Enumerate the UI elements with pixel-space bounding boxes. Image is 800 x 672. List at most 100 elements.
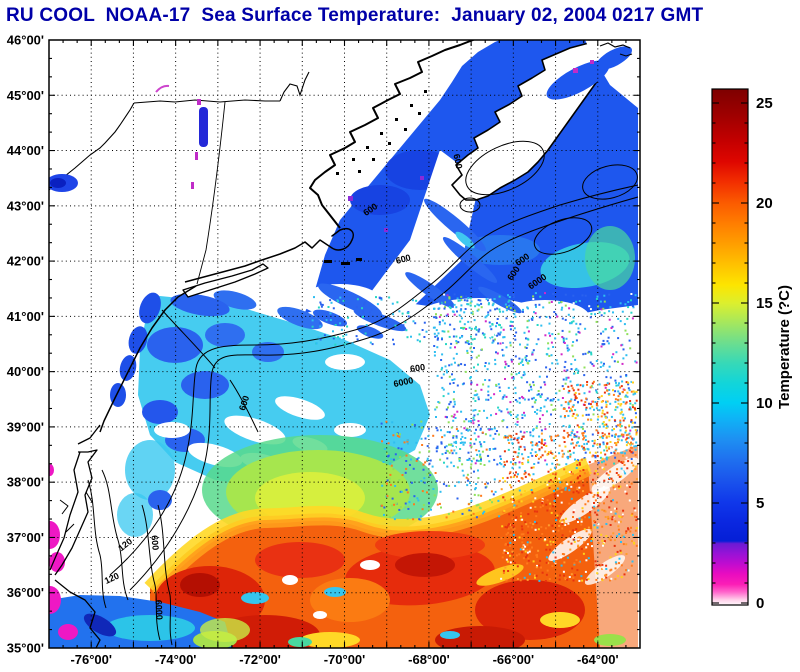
speckle-dot — [453, 403, 456, 406]
speckle-dot — [570, 429, 573, 432]
speckle-dot — [536, 408, 539, 411]
speckle-dot — [512, 376, 515, 379]
speckle-dot — [572, 294, 575, 297]
speckle-dot — [455, 440, 457, 443]
speckle-dot — [500, 458, 502, 460]
speckle-dot — [478, 410, 481, 412]
speckle-dot — [520, 376, 523, 379]
speckle-dot — [543, 439, 546, 441]
speckle-dot — [515, 471, 517, 474]
speckle-dot — [410, 335, 412, 338]
speckle-dot — [604, 386, 607, 389]
speckle-dot — [596, 484, 599, 487]
speckle-dot — [523, 414, 526, 417]
speckle-dot — [574, 369, 577, 371]
speckle-dot — [608, 435, 611, 438]
speckle-dot — [450, 363, 453, 366]
speckle-dot — [523, 576, 526, 579]
speckle-dot — [531, 444, 534, 447]
speckle-dot — [323, 334, 326, 337]
speckle-dot — [608, 318, 611, 321]
speckle-dot — [398, 435, 401, 438]
speckle-dot — [495, 430, 498, 432]
speckle-dot — [496, 318, 499, 320]
speckle-dot — [445, 445, 448, 448]
speckle-dot — [315, 342, 318, 345]
speckle-dot — [510, 438, 513, 441]
speckle-dot — [444, 415, 447, 418]
speckle-dot — [579, 384, 582, 387]
speckle-dot — [491, 341, 494, 344]
speckle-dot — [492, 437, 495, 440]
speckle-dot — [469, 438, 472, 441]
speckle-dot — [522, 308, 524, 311]
speckle-dot — [429, 471, 432, 474]
speckle-dot — [572, 491, 575, 494]
speckle-dot — [574, 531, 577, 534]
speckle-dot — [628, 339, 631, 342]
speckle-dot — [497, 499, 500, 502]
speckle-dot — [596, 572, 599, 575]
speckle-dot — [453, 339, 456, 342]
speckle-dot — [503, 461, 506, 464]
speckle-dot — [568, 471, 571, 473]
speckle-dot — [521, 413, 524, 416]
speckle-dot — [603, 312, 606, 315]
speckle-dot — [587, 413, 590, 416]
speckle-dot — [536, 554, 538, 557]
speckle-dot — [620, 344, 623, 347]
speckle-dot — [405, 329, 408, 332]
speckle-dot — [569, 380, 572, 383]
speckle-dot — [509, 471, 512, 474]
speckle-dot — [562, 510, 565, 513]
speckle-dot — [558, 452, 561, 455]
speckle-dot — [545, 366, 548, 369]
speckle-dot — [625, 354, 628, 357]
speckle-dot — [580, 523, 583, 526]
speckle-dot — [534, 303, 537, 306]
speckle-dot — [630, 446, 633, 449]
speckle-dot — [565, 378, 568, 381]
speckle-dot — [625, 441, 628, 444]
speckle-dot — [453, 293, 456, 296]
speckle-dot — [604, 453, 607, 456]
speckle-dot — [470, 327, 473, 330]
speckle-dot — [587, 557, 590, 560]
speckle-dot — [624, 402, 627, 405]
speckle-dot — [624, 438, 627, 441]
speckle-dot — [541, 454, 544, 457]
speckle-dot — [605, 568, 608, 570]
speckle-dot — [530, 466, 533, 469]
speckle-dot — [634, 468, 637, 471]
speckle-dot — [434, 335, 437, 338]
speckle-dot — [388, 516, 391, 518]
speckle-dot — [380, 504, 383, 507]
speckle-dot — [589, 407, 592, 410]
speckle-dot — [573, 501, 576, 504]
speckle-dot — [342, 299, 345, 302]
speckle-dot — [503, 463, 506, 466]
speckle-dot — [584, 294, 587, 297]
speckle-dot — [574, 458, 576, 461]
speckle-dot — [532, 523, 535, 526]
speckle-dot — [371, 328, 374, 331]
speckle-dot — [563, 468, 566, 471]
speckle-dot — [446, 465, 449, 468]
colorbar-ticks — [712, 102, 748, 604]
speckle-dot — [510, 414, 512, 417]
speckle-dot — [572, 451, 575, 454]
speckle-dot — [612, 389, 614, 392]
speckle-dot — [603, 362, 605, 365]
lake-champlain — [199, 107, 208, 147]
speckle-dot — [587, 448, 590, 451]
speckle-dot — [634, 421, 637, 424]
speckle-dot — [582, 432, 585, 434]
speckle-dot — [580, 458, 583, 461]
speckle-dot — [607, 517, 610, 520]
speckle-dot — [608, 293, 611, 296]
speckle-dot — [498, 386, 501, 389]
speckle-dot — [388, 477, 391, 480]
speckle-dot — [571, 438, 574, 441]
speckle-dot — [450, 342, 453, 345]
speckle-dot — [446, 450, 449, 453]
